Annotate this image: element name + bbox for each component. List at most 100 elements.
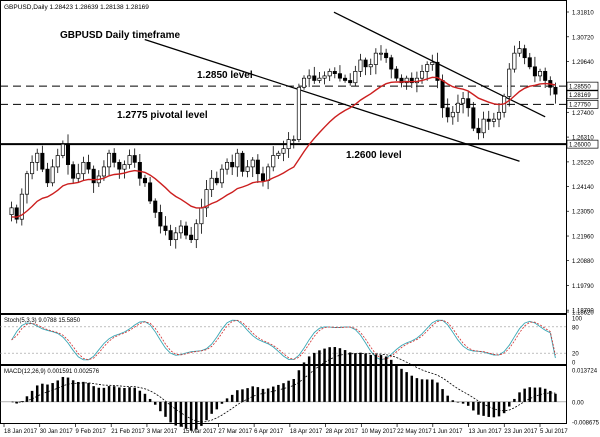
candle-body	[199, 207, 204, 225]
y-tick-label: 1.20880	[572, 259, 594, 265]
x-tick-label: 23 Jun 2017	[504, 429, 538, 435]
candle-body	[404, 77, 409, 84]
main-panel	[0, 0, 567, 314]
y-tick-label: 1.19790	[572, 284, 594, 290]
candle-body	[312, 75, 317, 81]
macd-signal-line	[11, 353, 556, 423]
stoch-tick-label: 20	[572, 352, 579, 358]
candle-body	[71, 164, 76, 179]
candle-body	[409, 77, 414, 84]
candle-body	[332, 71, 337, 74]
x-tick-label: 21 Feb 2017	[111, 429, 145, 435]
candle-body	[389, 57, 394, 70]
candle-body	[148, 182, 153, 202]
stoch-panel	[0, 314, 567, 365]
candle-body	[471, 107, 476, 129]
candle-body	[461, 98, 466, 104]
candle-body	[245, 166, 250, 172]
candle-body	[163, 225, 168, 231]
candle-body	[168, 230, 173, 241]
candle-body	[337, 73, 342, 79]
candle-body	[40, 152, 45, 170]
y-tick-label: 1.27400	[572, 111, 594, 117]
candle-body	[194, 223, 199, 241]
candle-body	[476, 127, 481, 134]
level-label-12600: 1.2600 level	[346, 150, 402, 161]
candle-body	[517, 48, 522, 54]
candle-body	[225, 161, 230, 170]
candle-body	[450, 111, 455, 118]
macd-tick-label: -0.008675	[572, 421, 600, 427]
stoch-tick-label: 0	[572, 361, 576, 367]
macd-header: MACD(12,26,9) 0.001591 0.002576	[4, 369, 100, 375]
candle-body	[189, 234, 194, 241]
trend-channel-lower	[144, 38, 520, 162]
candle-body	[440, 80, 445, 109]
candle-body	[394, 68, 399, 79]
candle-body	[481, 118, 486, 134]
x-tick-label: 9 Feb 2017	[75, 429, 106, 435]
candle-body	[358, 59, 363, 72]
candle-body	[30, 161, 35, 175]
candle-body	[101, 166, 106, 177]
chart-title: GBPUSD Daily timeframe	[60, 30, 180, 41]
candle-body	[91, 168, 96, 184]
candle-body	[317, 77, 322, 81]
x-tick-label: 22 May 2017	[397, 429, 432, 435]
candle-body	[368, 64, 373, 68]
x-tick-label: 3 Mar 2017	[147, 429, 178, 435]
y-tick-label: 1.31810	[572, 11, 594, 17]
y-tick-label: 1.25220	[572, 160, 594, 166]
candle-body	[327, 71, 332, 77]
candle-body	[132, 155, 137, 163]
candle-body	[183, 225, 189, 236]
candle-body	[378, 52, 384, 55]
candle-body	[173, 232, 178, 241]
candle-body	[142, 177, 147, 184]
level-label-12775: 1.2775 pivotal level	[117, 110, 208, 121]
candle-body	[24, 173, 29, 195]
candle-body	[276, 152, 281, 156]
price-badge-label: 1.26000	[569, 142, 591, 148]
candle-body	[127, 155, 132, 165]
candle-body	[496, 111, 502, 120]
candle-body	[425, 64, 430, 72]
candle-body	[50, 166, 55, 184]
y-tick-label: 1.21960	[572, 235, 594, 241]
candle-body	[204, 189, 209, 209]
candle-body	[230, 161, 235, 168]
candle-body	[240, 152, 245, 172]
macd-panel	[0, 365, 567, 424]
candle-body	[122, 164, 127, 170]
candle-body	[45, 168, 50, 184]
candle-body	[430, 61, 435, 65]
candle-body	[348, 80, 353, 84]
x-tick-label: 15 Mar 2017	[183, 429, 217, 435]
price-badge-label: 1.28550	[569, 84, 591, 90]
price-badge	[566, 139, 599, 149]
candle-body	[296, 86, 301, 140]
macd-tick-label: 0.00	[572, 400, 584, 406]
price-badge-label: 1.28169	[569, 93, 591, 99]
candle-body	[250, 159, 255, 168]
candle-body	[137, 161, 142, 179]
price-badge	[566, 90, 599, 100]
price-badge-label: 1.27750	[569, 103, 591, 109]
candle-body	[81, 161, 86, 175]
candle-body	[363, 59, 368, 68]
candle-body	[209, 177, 214, 190]
y-tick-label: 1.24140	[572, 185, 594, 191]
candle-body	[307, 75, 312, 79]
candle-body	[491, 118, 496, 122]
candle-body	[435, 61, 440, 81]
stoch-signal-line	[11, 319, 556, 361]
x-tick-label: 6 Apr 2017	[254, 429, 284, 435]
macd-tick-label: 0.013724	[572, 369, 598, 375]
candle-body	[158, 212, 163, 227]
stoch-tick-label: 100	[572, 317, 583, 323]
x-tick-label: 1 Jun 2017	[433, 429, 463, 435]
y-tick-label: 1.29640	[572, 60, 594, 66]
candle-body	[55, 155, 60, 168]
price-badge	[566, 99, 599, 109]
candle-body	[522, 48, 527, 59]
